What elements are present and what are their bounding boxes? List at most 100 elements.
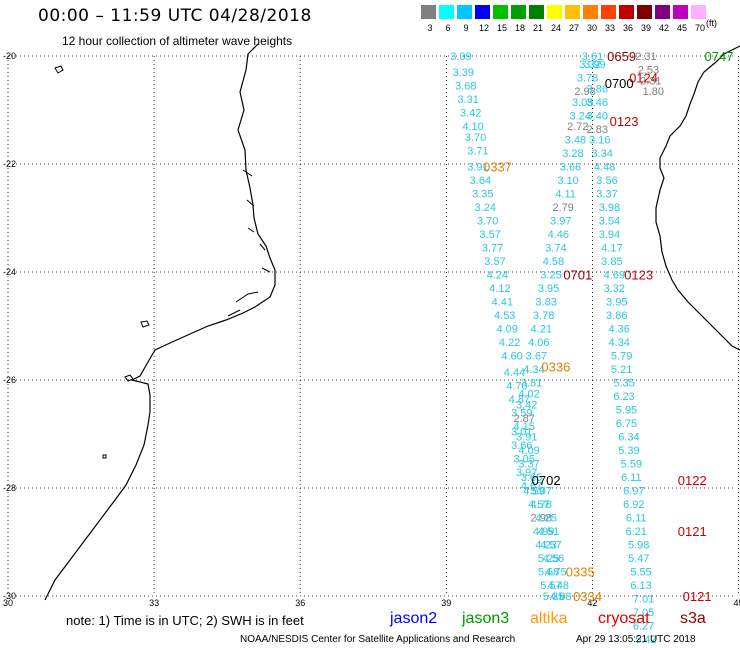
wave-height-label: 5.25 xyxy=(538,553,559,565)
wave-height-label: 3.99 xyxy=(584,59,605,71)
footer-credit: NOAA/NESDIS Center for Satellite Applica… xyxy=(240,634,516,645)
wave-height-label: 3.28 xyxy=(562,148,583,160)
wave-height-label: 3.31 xyxy=(458,94,479,106)
wave-height-label: 3.97 xyxy=(516,467,537,479)
pass-time-label: 0335 xyxy=(566,565,595,580)
lon-tick-label: 42 xyxy=(587,598,597,608)
wave-height-label: 4.23 xyxy=(535,540,556,552)
island-inhaca xyxy=(140,320,150,328)
wave-height-label: 4.10 xyxy=(462,121,483,133)
scale-swatch xyxy=(475,5,490,19)
wave-height-label: 3.68 xyxy=(455,81,476,93)
pass-time-label: 0122 xyxy=(678,473,707,488)
scale-swatch xyxy=(457,5,472,19)
wave-height-label: 4.15 xyxy=(514,421,535,433)
scale-label: 6 xyxy=(445,23,451,33)
scale-label: 42 xyxy=(658,23,670,33)
wave-height-label: 3.32 xyxy=(579,59,600,71)
scale-label: 18 xyxy=(514,23,526,33)
wave-height-label: 3.95 xyxy=(606,297,627,309)
lat-tick-label: -28 xyxy=(3,483,16,493)
island-bazaruto xyxy=(124,374,134,382)
wave-height-label: 4.69 xyxy=(604,270,625,282)
wave-height-label: 3.70 xyxy=(465,132,486,144)
wave-height-label: 3.37 xyxy=(518,459,539,471)
wave-height-label: 3.10 xyxy=(557,175,578,187)
wave-height-label: 4.87 xyxy=(509,394,530,406)
wave-height-label: 6.21 xyxy=(626,526,647,538)
wave-height-label: 3.35 xyxy=(472,189,493,201)
legend-item-cryosat: cryosat xyxy=(598,610,650,627)
pass-time-label: 0334 xyxy=(573,589,602,604)
lat-tick-label: -22 xyxy=(3,159,16,169)
island-dot xyxy=(102,454,107,459)
pass-time-label: 0121 xyxy=(678,524,707,539)
lon-tick-label: 33 xyxy=(149,598,159,608)
wave-height-label: 4.99 xyxy=(533,526,554,538)
wave-height-label: 4.78 xyxy=(531,499,552,511)
wave-height-label: 3.61 xyxy=(582,51,603,63)
wave-height-label: 6.34 xyxy=(618,432,639,444)
legend-item-jason3: jason3 xyxy=(462,610,510,627)
wave-height-label: 3.01 xyxy=(511,426,532,438)
wave-height-label: 2.98 xyxy=(531,513,552,525)
scale-label: 3 xyxy=(427,23,433,33)
wave-height-label: 6.92 xyxy=(623,499,644,511)
wave-height-label: 5.07 xyxy=(531,486,552,498)
wave-height-label: 3.97 xyxy=(550,216,571,228)
wave-height-label: 5.35 xyxy=(543,591,564,603)
scale-label: 15 xyxy=(496,23,508,33)
wave-height-label: 3.24 xyxy=(570,110,591,122)
wave-height-label: 6.13 xyxy=(630,580,651,592)
wave-height-label: 3.37 xyxy=(596,189,617,201)
pass-time-label: 0124 xyxy=(629,71,658,86)
wave-height-label: 5.68 xyxy=(538,567,559,579)
lat-tick-label: -26 xyxy=(3,375,16,385)
coastline-africa xyxy=(44,43,276,601)
wave-height-label: 3.46 xyxy=(587,97,608,109)
wave-height-label: 4.46 xyxy=(548,229,569,241)
wave-height-label: 4.06 xyxy=(528,337,549,349)
scale-swatch xyxy=(583,5,598,19)
wave-height-label: 5.57 xyxy=(540,580,561,592)
scale-swatch xyxy=(673,5,688,19)
wave-height-label: 3.25 xyxy=(540,270,561,282)
wave-height-label: 2.83 xyxy=(587,124,608,136)
wave-height-label: 6.97 xyxy=(623,486,644,498)
scale-label: 24 xyxy=(550,23,562,33)
wave-height-label: 3.91 xyxy=(467,162,488,174)
wave-height-label: 5.47 xyxy=(628,553,649,565)
wave-height-label: 3.85 xyxy=(601,256,622,268)
wave-height-label: 4.57 xyxy=(528,499,549,511)
wave-height-label: 4.22 xyxy=(499,337,520,349)
scale-swatch xyxy=(511,5,526,19)
wave-height-label: 4.53 xyxy=(494,310,515,322)
wave-height-label: 3.05 xyxy=(514,453,535,465)
wave-height-label: 3.95 xyxy=(538,283,559,295)
coastline-madagascar xyxy=(655,45,740,351)
scale-label: 30 xyxy=(586,23,598,33)
wave-height-label: 4.70 xyxy=(506,380,527,392)
wave-height-label: 6.23 xyxy=(613,391,634,403)
scale-swatch xyxy=(547,5,562,19)
scale-swatch xyxy=(619,5,634,19)
wave-height-label: 2.79 xyxy=(552,202,573,214)
wave-height-label: 3.59 xyxy=(511,407,532,419)
wave-height-label: 4.75 xyxy=(545,567,566,579)
wave-height-label: 5.79 xyxy=(611,351,632,363)
wave-height-label: 2.31 xyxy=(640,75,661,87)
wave-height-label: 3.24 xyxy=(475,202,496,214)
pass-time-label: 0123 xyxy=(610,114,639,129)
wave-height-label: 3.81 xyxy=(521,378,542,390)
pass-time-label: 0700 xyxy=(605,76,634,91)
wave-height-label: 3.54 xyxy=(599,216,620,228)
wave-height-label: 6.11 xyxy=(621,472,642,484)
scale-label: 45 xyxy=(676,23,688,33)
scale-swatch xyxy=(421,5,436,19)
wave-height-label: 2.72 xyxy=(567,121,588,133)
wave-height-label: 3.34 xyxy=(591,148,612,160)
scale-label: 12 xyxy=(478,23,490,33)
wave-height-label: 3.86 xyxy=(606,310,627,322)
